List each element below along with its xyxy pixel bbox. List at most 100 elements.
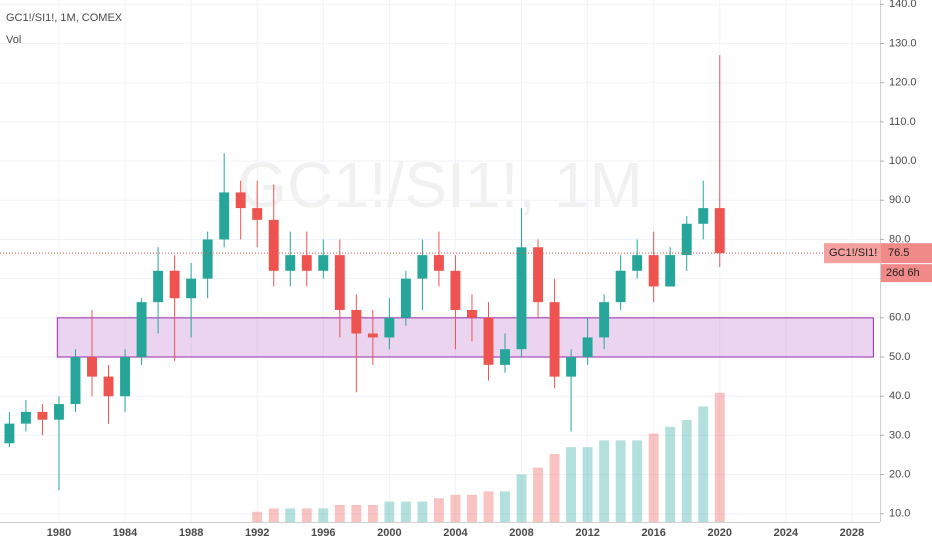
volume-bar xyxy=(450,494,461,522)
volume-bar xyxy=(285,508,296,522)
candle-body xyxy=(318,255,329,271)
symbol-label-box xyxy=(824,243,881,264)
countdown-label: 26d 6h xyxy=(886,267,920,279)
volume-bar xyxy=(384,501,395,522)
candle-body xyxy=(334,255,345,310)
volume-bar xyxy=(433,498,444,522)
y-tick-label: 20.0 xyxy=(889,468,910,480)
candle-body xyxy=(186,278,197,299)
candle-body xyxy=(599,302,610,338)
y-tick-label: 50.0 xyxy=(889,351,910,363)
candle-body xyxy=(384,317,395,338)
candle-body xyxy=(483,317,494,365)
volume-bar xyxy=(252,511,263,522)
candle-body xyxy=(235,192,246,209)
volume-bar xyxy=(549,454,560,522)
volume-bar xyxy=(351,505,362,522)
plot xyxy=(0,55,880,522)
volume-bar xyxy=(334,505,345,522)
x-tick-label: 1980 xyxy=(47,527,71,539)
volume-bar xyxy=(632,440,643,522)
candle-body xyxy=(87,357,97,377)
y-tick-label: 60.0 xyxy=(889,312,910,324)
x-tick-label: 1996 xyxy=(311,527,335,539)
candle-body xyxy=(252,208,263,220)
volume-bar xyxy=(500,491,510,522)
x-tick-label: 2024 xyxy=(774,527,799,539)
x-tick-label: 2000 xyxy=(377,527,401,539)
candle-body xyxy=(698,208,709,224)
volume-bar xyxy=(467,494,477,522)
volume-bar xyxy=(400,501,411,522)
candle-body xyxy=(136,302,147,358)
candle-body xyxy=(285,255,296,271)
countdown-box xyxy=(881,264,932,283)
y-tick-label: 10.0 xyxy=(889,508,910,520)
volume-bar xyxy=(268,508,279,522)
candle-body xyxy=(681,223,692,256)
candle-body xyxy=(500,349,510,365)
candle-body xyxy=(54,404,64,420)
price-label: 76.5 xyxy=(888,247,909,259)
x-tick-label: 2008 xyxy=(509,527,533,539)
x-tick-label: 2020 xyxy=(708,527,732,539)
legend-title: GC1!/SI1!, 1M, COMEX xyxy=(6,12,123,24)
candle-body xyxy=(120,357,131,397)
volume-bar xyxy=(367,505,378,522)
candle-body xyxy=(417,255,428,279)
candle-body xyxy=(37,411,48,420)
volume-bar xyxy=(582,447,593,522)
volume-bar xyxy=(714,392,725,522)
x-tick-label: 2028 xyxy=(840,527,864,539)
x-tick-label: 1988 xyxy=(179,527,203,539)
volume-bar xyxy=(301,508,312,522)
candle-body xyxy=(615,270,626,303)
volume-bar xyxy=(516,474,527,522)
volume-bar xyxy=(648,433,659,522)
zone-rectangle xyxy=(56,317,874,358)
y-tick-label: 100.0 xyxy=(889,155,917,167)
x-tick-label: 2016 xyxy=(641,527,665,539)
candle-body xyxy=(367,333,378,338)
candle-body xyxy=(103,376,114,397)
candle-body xyxy=(4,423,15,444)
volume-bar xyxy=(681,420,692,522)
candle-body xyxy=(169,270,180,299)
candle-body xyxy=(582,337,593,358)
candle-body xyxy=(219,192,230,240)
candle-body xyxy=(467,309,477,318)
volume-bar xyxy=(417,501,428,522)
y-tick-label: 140.0 xyxy=(889,0,917,10)
candle-body xyxy=(516,247,527,350)
volume-bar xyxy=(615,440,626,522)
y-tick-label: 110.0 xyxy=(889,116,916,128)
y-tick-label: 80.0 xyxy=(889,233,910,245)
volume-bar xyxy=(318,508,329,522)
candle-body xyxy=(549,302,560,377)
candle-body xyxy=(648,255,659,287)
candle-body xyxy=(351,309,362,334)
y-tick-label: 30.0 xyxy=(889,429,910,441)
candle-body xyxy=(400,278,411,318)
candle-body xyxy=(533,247,543,303)
candle-body xyxy=(70,357,81,405)
x-tick-label: 2012 xyxy=(575,527,599,539)
watermark: GC1!/SI1!, 1M xyxy=(237,149,642,221)
price-label-box xyxy=(881,243,932,264)
candle-body xyxy=(433,255,444,271)
x-tick-label: 1992 xyxy=(245,527,269,539)
axes: 10.020.030.040.050.060.070.080.090.0100.… xyxy=(47,0,932,539)
x-tick-label: 1984 xyxy=(113,527,138,539)
candle-body xyxy=(20,411,31,424)
y-tick-label: 90.0 xyxy=(889,194,910,206)
y-tick-label: 130.0 xyxy=(889,37,917,49)
volume-legend: Vol xyxy=(6,34,21,46)
candle-body xyxy=(301,255,312,271)
candle-body xyxy=(202,239,213,279)
y-tick-label: 120.0 xyxy=(889,77,917,89)
candle-body xyxy=(632,255,643,271)
volume-bar xyxy=(533,467,543,522)
candle-body xyxy=(714,208,725,254)
x-tick-label: 2004 xyxy=(443,527,468,539)
